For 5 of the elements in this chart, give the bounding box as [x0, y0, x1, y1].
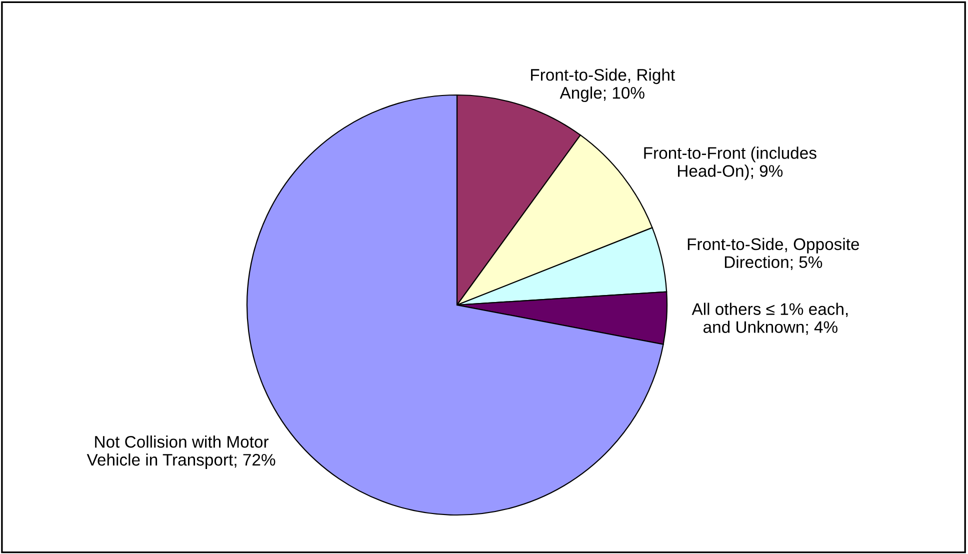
slice-label: Front-to-Front (includes Head-On); 9% — [644, 146, 816, 180]
slice-label: Front-to-Side, Opposite Direction; 5% — [688, 238, 860, 270]
slice-label: Front-to-Side, Right Angle; 10% — [531, 68, 675, 102]
slice-label: All others ≤ 1% each, and Unknown; 4% — [692, 302, 848, 335]
slice-label: Not Collision with Motor Vehicle in Transport; 72% — [86, 436, 276, 469]
